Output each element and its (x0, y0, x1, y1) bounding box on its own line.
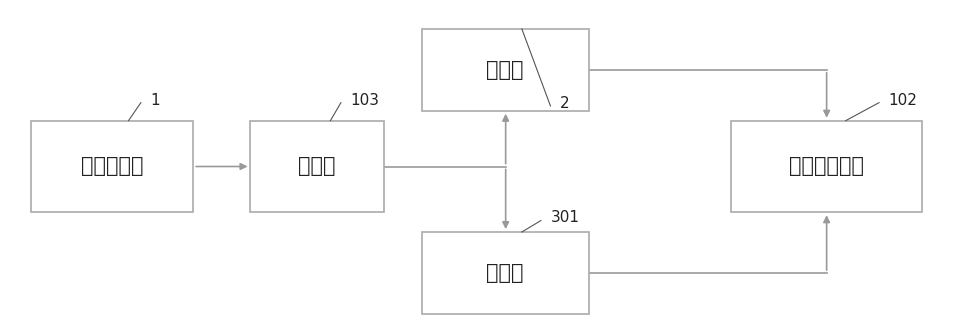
Text: 排药管: 排药管 (487, 60, 524, 80)
FancyBboxPatch shape (32, 121, 194, 212)
FancyBboxPatch shape (731, 121, 922, 212)
Text: 预处理水箱: 预处理水箱 (81, 157, 144, 176)
FancyBboxPatch shape (250, 121, 384, 212)
Text: 103: 103 (351, 93, 379, 108)
Text: 2: 2 (560, 96, 570, 111)
FancyBboxPatch shape (422, 232, 588, 314)
Text: 活性炭处理筱: 活性炭处理筱 (789, 157, 864, 176)
FancyBboxPatch shape (422, 29, 588, 111)
Text: 1: 1 (150, 93, 160, 108)
Text: 搦拌杆: 搦拌杆 (487, 263, 524, 283)
Text: 301: 301 (551, 210, 580, 225)
Text: 处理筒: 处理筒 (298, 157, 336, 176)
Text: 102: 102 (889, 93, 918, 108)
